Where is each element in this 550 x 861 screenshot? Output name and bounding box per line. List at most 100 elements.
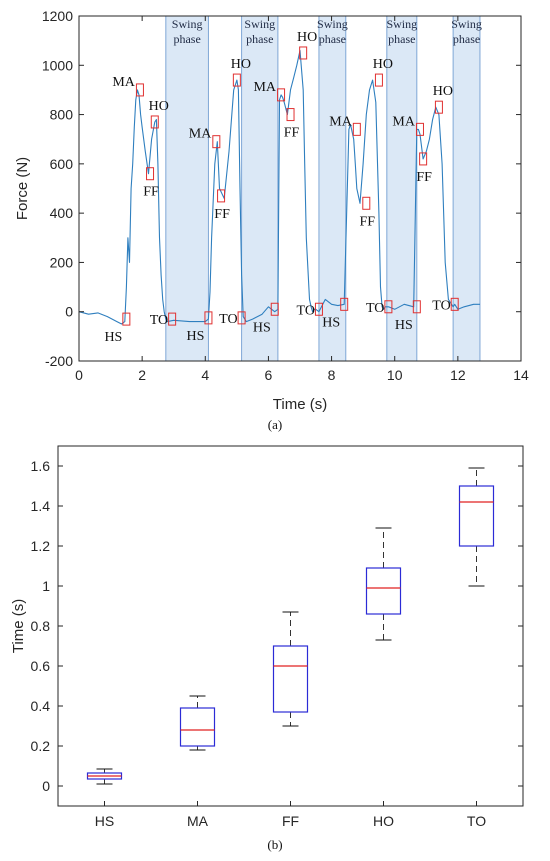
y-tick-label-a: 800 — [50, 107, 74, 123]
swing-phase-band — [318, 15, 347, 362]
y-tick-label-a: 400 — [50, 205, 74, 221]
event-marker-label: MA — [112, 75, 135, 90]
x-tick-label-a: 10 — [387, 367, 403, 383]
y-tick-label-b: 0 — [42, 778, 50, 794]
force-series-line — [78, 49, 480, 325]
x-tick-label-a: 4 — [201, 367, 209, 383]
event-marker-label: HS — [187, 329, 205, 344]
event-marker-box — [362, 196, 371, 210]
y-tick-label-a: 1200 — [42, 8, 73, 24]
x-tick-label-b: FF — [282, 813, 299, 829]
event-marker-box — [270, 302, 279, 316]
x-tick-label-a: 12 — [450, 367, 466, 383]
swing-phase-label-line: Swing — [451, 17, 482, 31]
swing-phase-label-line: Swing — [386, 17, 417, 31]
event-marker-box — [204, 311, 213, 325]
event-marker-label: HS — [322, 315, 340, 330]
event-marker-label: TO — [366, 301, 384, 316]
event-marker-box — [384, 300, 393, 314]
event-marker-box — [340, 297, 349, 311]
y-tick-label-a: 600 — [50, 156, 74, 172]
box-ma — [179, 695, 216, 751]
event-marker-label: MA — [392, 114, 415, 129]
gait-event-markers: MAHOFFHSTOMAFFHOHSTOMAFFHOHSTOMAFFHOHSTO… — [104, 30, 459, 345]
y-tick-label-b: 0.4 — [31, 698, 51, 714]
swing-phase-label: Swing phase — [244, 17, 275, 46]
axes-b: 0 0.2 0.4 0.6 0.8 1 1.2 1.4 1.6 HS MA FF HO TO — [31, 445, 524, 829]
x-tick-label-b: HS — [95, 813, 114, 829]
event-marker-label: FF — [284, 126, 300, 141]
box-ff — [272, 611, 309, 727]
event-marker-label: MA — [253, 80, 276, 95]
swing-phase-label-line: phase — [319, 32, 346, 46]
force-trace — [78, 49, 480, 325]
event-marker-box — [237, 311, 246, 325]
event-marker-label: HO — [373, 57, 393, 72]
event-marker-box — [277, 88, 286, 102]
iqr-box — [179, 707, 216, 747]
event-marker-box — [150, 115, 159, 129]
event-marker-label: HS — [104, 330, 122, 345]
event-marker-label: FF — [143, 185, 159, 200]
caption-b: (b) — [267, 837, 282, 852]
event-marker-label: MA — [189, 127, 212, 142]
event-marker-label: HS — [253, 320, 271, 335]
event-marker-label: HO — [149, 99, 169, 114]
event-marker-label: FF — [214, 207, 230, 222]
swing-phase-label-line: phase — [388, 32, 415, 46]
swing-phase-label-line: Swing — [172, 17, 203, 31]
event-marker-box — [412, 300, 421, 314]
x-tick-label-a: 6 — [265, 367, 273, 383]
y-tick-label-a: -200 — [45, 353, 73, 369]
event-marker-box — [217, 189, 226, 203]
event-marker-box — [286, 108, 295, 122]
event-marker-box — [122, 312, 131, 326]
y-tick-label-b: 0.2 — [31, 738, 51, 754]
swing-phase-band — [165, 15, 209, 362]
x-tick-label-a: 8 — [328, 367, 336, 383]
x-tick-label-a: 0 — [75, 367, 83, 383]
event-marker-box — [450, 297, 459, 311]
event-marker-label: HO — [231, 57, 251, 72]
x-tick-label-a: 14 — [513, 367, 529, 383]
swing-phase-label-line: Swing — [317, 17, 348, 31]
y-tick-label-a: 0 — [65, 304, 73, 320]
event-marker-label: TO — [432, 298, 450, 313]
x-axis-label-a: Time (s) — [273, 396, 327, 413]
y-tick-label-b: 0.8 — [31, 618, 51, 634]
x-tick-label-b: MA — [187, 813, 209, 829]
event-marker-box — [299, 46, 308, 60]
iqr-box — [365, 567, 402, 615]
plot-frame-a — [78, 15, 522, 362]
y-tick-label-b: 1.6 — [31, 458, 51, 474]
y-tick-label-b: 0.6 — [31, 658, 51, 674]
box-hs — [86, 768, 123, 785]
y-tick-label-a: 200 — [50, 254, 74, 270]
box-ho — [365, 527, 402, 641]
swing-phase-label: Swing phase — [317, 17, 348, 46]
event-marker-box — [374, 73, 383, 87]
event-marker-label: HS — [395, 318, 413, 333]
event-marker-box — [314, 302, 323, 316]
y-axis-label-b: Time (s) — [10, 599, 27, 653]
swing-phase-label: Swing phase — [451, 17, 482, 46]
event-marker-label: MA — [329, 114, 352, 129]
event-marker-label: HO — [433, 84, 453, 99]
event-marker-label: TO — [297, 303, 315, 318]
y-tick-label-b: 1 — [42, 578, 50, 594]
swing-phase-label-line: phase — [246, 32, 273, 46]
iqr-box — [272, 645, 309, 713]
event-marker-box — [352, 122, 361, 136]
swing-phase-band — [452, 15, 481, 362]
event-marker-box — [232, 73, 241, 87]
box-to — [458, 467, 495, 587]
boxes — [86, 467, 495, 785]
x-tick-label-b: HO — [373, 813, 394, 829]
swing-phase-label-line: phase — [453, 32, 480, 46]
event-marker-label: HO — [297, 30, 317, 45]
y-tick-label-b: 1.4 — [31, 498, 51, 514]
